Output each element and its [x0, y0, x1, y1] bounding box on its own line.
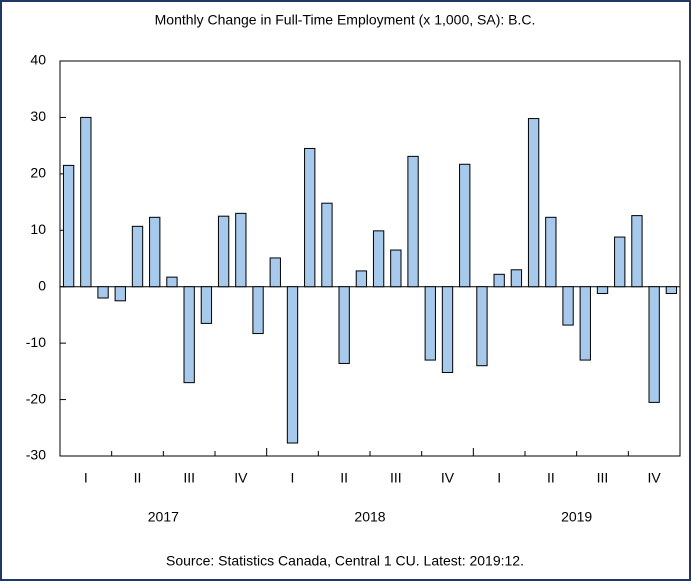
- year-label: 2017: [148, 509, 179, 525]
- y-tick-label: 30: [30, 108, 46, 124]
- bar: [286, 286, 299, 444]
- bar: [183, 286, 195, 384]
- source-note: Source: Statistics Canada, Central 1 CU.…: [166, 553, 524, 569]
- bar: [321, 202, 333, 288]
- bar: [338, 286, 350, 364]
- y-tick-label: -10: [26, 334, 46, 350]
- bar: [200, 286, 213, 324]
- x-tick-label: I: [291, 470, 295, 486]
- y-tick-label: 10: [30, 221, 46, 237]
- bar: [510, 269, 523, 288]
- bar: [562, 286, 574, 326]
- bar: [269, 257, 281, 288]
- bar: [252, 286, 264, 335]
- y-tick-label: -20: [26, 390, 46, 406]
- bar: [131, 225, 144, 288]
- bar: [545, 216, 557, 288]
- y-tick-label: -30: [26, 447, 46, 463]
- bar: [372, 230, 385, 288]
- x-tick-label: I: [84, 470, 88, 486]
- y-tick-label: 0: [38, 277, 46, 293]
- bar: [114, 286, 126, 302]
- bar: [304, 147, 316, 288]
- bar: [166, 276, 178, 288]
- bar: [235, 212, 247, 288]
- bar: [596, 286, 609, 294]
- x-tick-label: I: [497, 470, 501, 486]
- bar: [459, 163, 471, 288]
- year-label: 2018: [354, 509, 385, 525]
- y-tick-label: 40: [30, 52, 46, 68]
- bar: [390, 249, 402, 288]
- x-tick-label: III: [597, 470, 609, 486]
- bar: [579, 286, 591, 361]
- bar: [62, 164, 75, 288]
- x-tick-label: IV: [441, 470, 455, 486]
- bar: [493, 273, 505, 288]
- bar: [97, 286, 109, 299]
- chart-title: Monthly Change in Full-Time Employment (…: [155, 12, 536, 28]
- bar: [80, 116, 92, 288]
- bar: [441, 286, 454, 373]
- bar: [648, 286, 660, 403]
- x-tick-label: III: [183, 470, 195, 486]
- bar: [217, 215, 230, 288]
- bar: [476, 286, 488, 367]
- bar: [407, 155, 419, 288]
- bar: [527, 118, 540, 288]
- y-tick-label: 20: [30, 165, 46, 181]
- x-tick-label: IV: [648, 470, 662, 486]
- bar: [631, 215, 643, 288]
- x-tick-label: II: [340, 470, 348, 486]
- x-tick-label: II: [134, 470, 142, 486]
- x-tick-label: IV: [234, 470, 248, 486]
- bar: [614, 236, 626, 288]
- x-tick-label: II: [547, 470, 555, 486]
- bar: [665, 286, 678, 294]
- bar: [424, 286, 436, 361]
- x-tick-label: III: [390, 470, 402, 486]
- year-label: 2019: [561, 509, 592, 525]
- bar: [355, 270, 368, 288]
- bar: [149, 216, 161, 288]
